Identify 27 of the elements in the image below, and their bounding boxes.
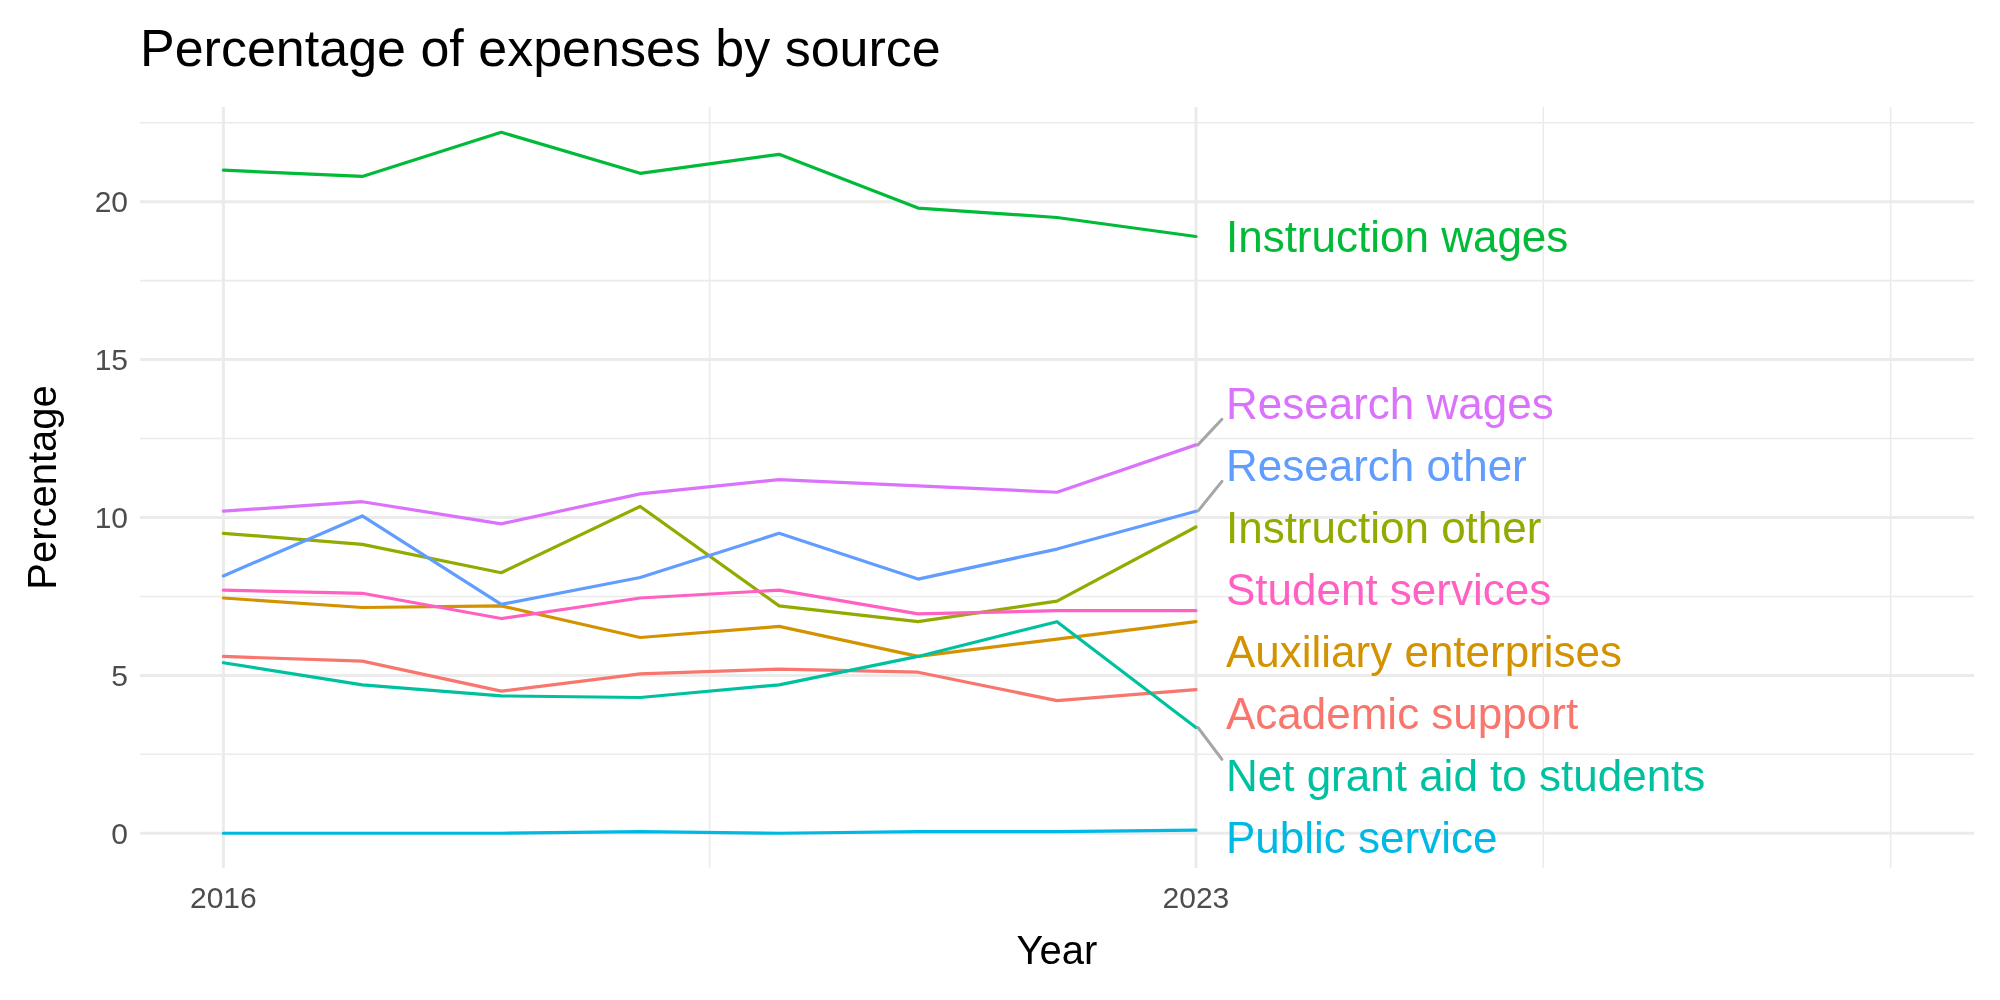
series-label: Student services [1225, 564, 1552, 614]
line-series [221, 654, 1198, 703]
line-series [221, 596, 1198, 659]
series-label: Instruction wages [1225, 211, 1569, 261]
y-axis-title: Percentage [20, 385, 64, 590]
y-tick-label: 15 [94, 343, 128, 377]
line-series [221, 620, 1198, 730]
x-tick-label: 2023 [1162, 881, 1230, 914]
y-tick-label: 0 [111, 816, 128, 850]
y-tick-label: 20 [94, 185, 128, 219]
line-series [221, 504, 1198, 624]
series-label: Public service [1225, 812, 1498, 862]
line-series [221, 443, 1198, 526]
chart-title: Percentage of expenses by source [140, 19, 941, 77]
x-axis-title: Year [1016, 928, 1098, 972]
line-series [221, 588, 1198, 621]
series-label: Auxiliary enterprises [1225, 626, 1623, 676]
line-series [221, 130, 1198, 239]
y-tick-label: 5 [111, 658, 128, 692]
series-label: Net grant aid to students [1225, 750, 1706, 800]
series-label: Research wages [1225, 378, 1554, 428]
series-label: Research other [1225, 440, 1527, 490]
series-label: Academic support [1225, 688, 1579, 738]
x-tick-label: 2016 [189, 881, 257, 914]
y-tick-label: 10 [94, 501, 128, 534]
line-series [221, 509, 1198, 606]
series-label: Instruction other [1225, 502, 1542, 552]
